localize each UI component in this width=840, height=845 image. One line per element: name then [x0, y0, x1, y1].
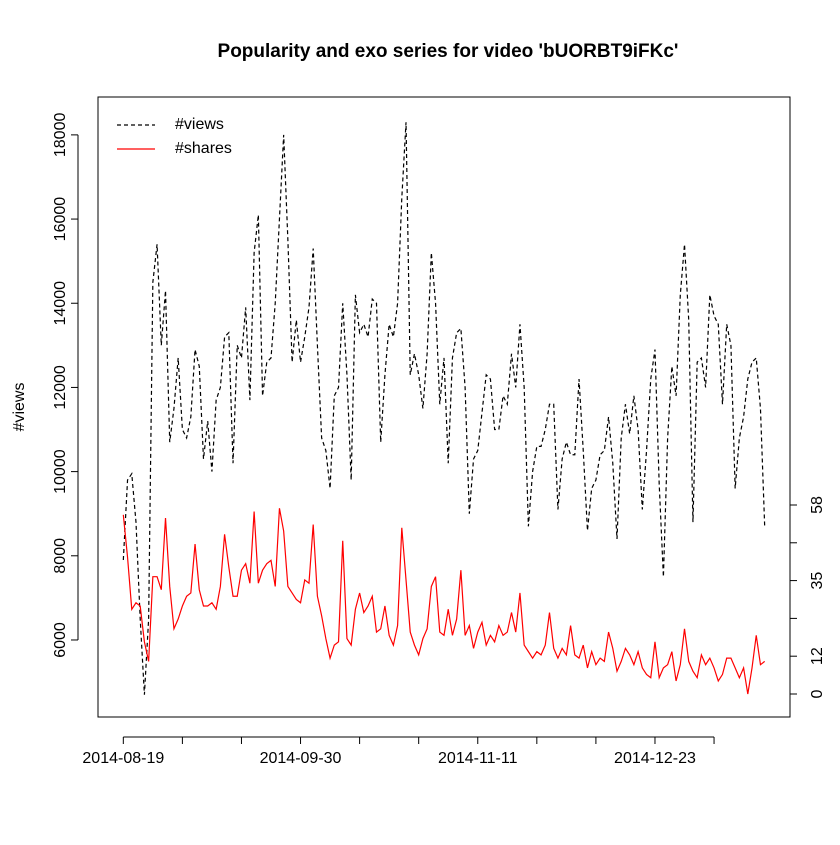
y-tick-label: 8000: [52, 538, 69, 574]
y-tick-label: 14000: [52, 281, 69, 326]
series-line: [122, 122, 766, 695]
y-axis-label: #views: [11, 383, 28, 432]
y2-tick-label: 58: [809, 496, 826, 514]
legend-label: #shares: [175, 140, 232, 157]
y-tick-label: 12000: [52, 365, 69, 410]
y-tick-label: 18000: [52, 113, 69, 158]
x-tick-label: 2014-12-23: [614, 750, 696, 767]
x-tick-label: 2014-09-30: [260, 750, 342, 767]
y-tick-label: 10000: [52, 449, 69, 494]
y2-tick-label: 12: [809, 647, 826, 665]
y-tick-label: 6000: [52, 622, 69, 658]
legend-label: #views: [175, 116, 224, 133]
chart-title: Popularity and exo series for video 'bUO…: [218, 41, 679, 62]
series-line: [122, 508, 766, 695]
x-tick-label: 2014-11-11: [438, 750, 518, 767]
plot-frame: [97, 96, 791, 718]
y2-tick-label: 35: [809, 572, 826, 590]
y-tick-label: 16000: [52, 197, 69, 242]
y2-tick-label: 0: [809, 689, 826, 698]
x-tick-label: 2014-08-19: [82, 750, 164, 767]
